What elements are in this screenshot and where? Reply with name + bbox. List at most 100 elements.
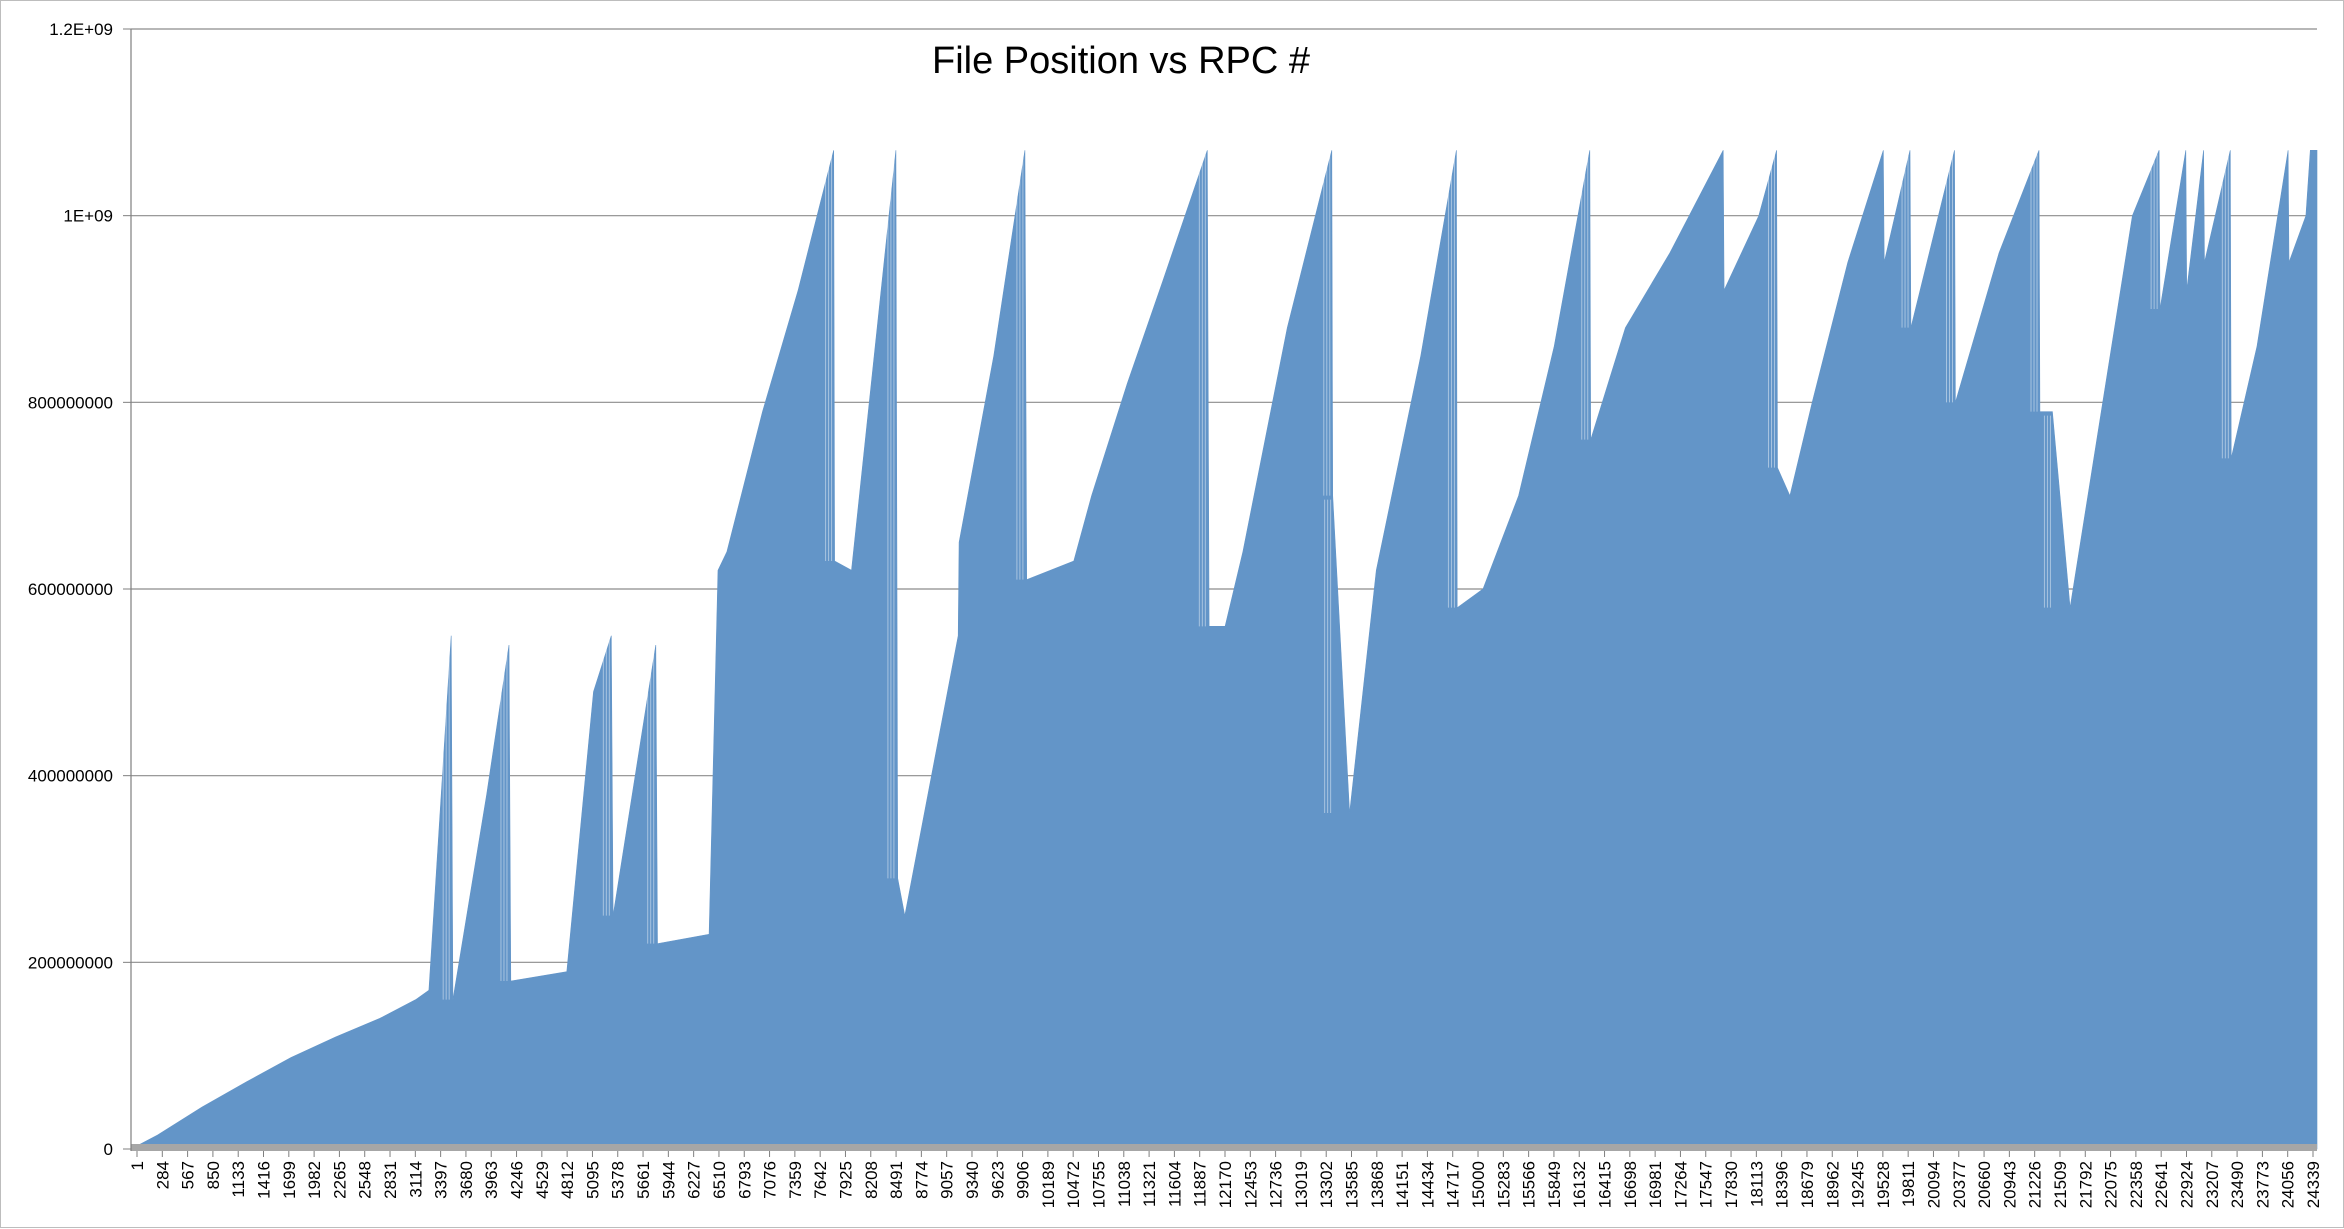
x-tick-label: 2265 bbox=[330, 1161, 349, 1199]
x-tick-label: 15283 bbox=[1494, 1161, 1513, 1208]
x-tick-label: 16698 bbox=[1621, 1161, 1640, 1208]
x-tick-label: 22358 bbox=[2127, 1161, 2146, 1208]
x-tick-label: 18679 bbox=[1798, 1161, 1817, 1208]
y-tick-label: 1E+09 bbox=[63, 207, 113, 226]
x-axis-baseline bbox=[131, 1144, 2317, 1151]
x-tick-label: 6227 bbox=[685, 1161, 704, 1199]
x-tick-label: 4812 bbox=[558, 1161, 577, 1199]
x-tick-label: 10755 bbox=[1090, 1161, 1109, 1208]
x-tick-label: 15849 bbox=[1545, 1161, 1564, 1208]
x-tick-label: 11887 bbox=[1191, 1161, 1210, 1207]
x-tick-label: 9057 bbox=[938, 1161, 957, 1199]
x-tick-label: 3114 bbox=[406, 1161, 425, 1198]
x-tick-label: 7642 bbox=[811, 1161, 830, 1199]
x-tick-label: 19245 bbox=[1849, 1161, 1868, 1208]
x-tick-label: 6793 bbox=[735, 1161, 754, 1199]
x-tick-label: 21792 bbox=[2076, 1161, 2095, 1208]
bar-series bbox=[130, 150, 2318, 1150]
x-tick-label: 9340 bbox=[963, 1161, 982, 1199]
bar-series-fill bbox=[130, 150, 2318, 1150]
x-tick-label: 567 bbox=[179, 1161, 198, 1189]
x-tick-label: 14434 bbox=[1418, 1161, 1437, 1208]
x-tick-label: 18962 bbox=[1823, 1161, 1842, 1208]
x-tick-label: 14151 bbox=[1393, 1161, 1412, 1208]
x-tick-label: 17264 bbox=[1671, 1161, 1690, 1208]
x-axis-ticks: 1 284 567 850 1133 1416 1699 1982 2265 2548 2831 31… bbox=[128, 1161, 2323, 1208]
y-tick-label: 1.2E+09 bbox=[49, 20, 113, 39]
x-tick-label: 8491 bbox=[887, 1161, 906, 1199]
x-tick-label: 5378 bbox=[609, 1161, 628, 1199]
x-tick-label: 13019 bbox=[1292, 1161, 1311, 1208]
x-tick-label: 10472 bbox=[1064, 1161, 1083, 1208]
x-tick-label: 22924 bbox=[2178, 1161, 2197, 1208]
y-axis-ticks: 0 200000000 400000000 600000000 800000000 1E+… bbox=[28, 20, 113, 1159]
axes bbox=[123, 28, 2317, 1157]
x-tick-label: 24056 bbox=[2279, 1161, 2298, 1208]
x-tick-label: 1 bbox=[128, 1161, 147, 1170]
x-tick-label: 1699 bbox=[280, 1161, 299, 1199]
x-tick-label: 20943 bbox=[2000, 1161, 2019, 1208]
x-tick-label: 12170 bbox=[1216, 1161, 1235, 1208]
y-tick-label: 400000000 bbox=[28, 767, 113, 786]
x-tick-label: 12736 bbox=[1267, 1161, 1286, 1208]
x-tick-label: 284 bbox=[153, 1161, 172, 1189]
x-tick-label: 20660 bbox=[1975, 1161, 1994, 1208]
x-tick-label: 3680 bbox=[457, 1161, 476, 1199]
x-tick-label: 10189 bbox=[1039, 1161, 1058, 1208]
x-tick-label: 9623 bbox=[988, 1161, 1007, 1199]
x-tick-label: 1133 bbox=[229, 1161, 248, 1198]
x-tick-label: 1982 bbox=[305, 1161, 324, 1199]
bar-gaps bbox=[442, 154, 2229, 1000]
x-tick-label: 17830 bbox=[1722, 1161, 1741, 1208]
x-tick-label: 4246 bbox=[508, 1161, 527, 1199]
x-tick-label: 9906 bbox=[1014, 1161, 1033, 1199]
x-tick-label: 21226 bbox=[2026, 1161, 2045, 1208]
x-tick-label: 16132 bbox=[1570, 1161, 1589, 1208]
x-tick-label: 18396 bbox=[1773, 1161, 1792, 1208]
x-tick-label: 23773 bbox=[2253, 1161, 2272, 1208]
x-tick-label: 15566 bbox=[1520, 1161, 1539, 1208]
x-tick-label: 20377 bbox=[1950, 1161, 1969, 1208]
x-tick-label: 21509 bbox=[2051, 1161, 2070, 1208]
x-tick-label: 16415 bbox=[1596, 1161, 1615, 1208]
x-tick-label: 18113 bbox=[1747, 1161, 1766, 1207]
x-tick-label: 23207 bbox=[2203, 1161, 2222, 1208]
y-tick-label: 200000000 bbox=[28, 953, 113, 972]
x-tick-label: 1416 bbox=[255, 1161, 274, 1199]
x-tick-label: 13585 bbox=[1343, 1161, 1362, 1208]
x-tick-label: 20094 bbox=[1925, 1161, 1944, 1208]
y-tick-label: 0 bbox=[104, 1140, 113, 1159]
x-tick-label: 850 bbox=[204, 1161, 223, 1189]
x-tick-label: 2548 bbox=[356, 1161, 375, 1199]
chart-title: File Position vs RPC # bbox=[932, 40, 1310, 82]
x-tick-label: 5095 bbox=[583, 1161, 602, 1199]
x-tick-label: 3397 bbox=[432, 1161, 451, 1199]
x-tick-label: 19811 bbox=[1899, 1161, 1918, 1207]
x-tick-label: 11038 bbox=[1115, 1161, 1134, 1207]
x-tick-label: 11321 bbox=[1140, 1161, 1159, 1207]
x-tick-label: 14717 bbox=[1444, 1161, 1463, 1208]
x-tick-label: 22641 bbox=[2152, 1161, 2171, 1208]
x-tick-label: 7359 bbox=[786, 1161, 805, 1199]
x-tick-label: 19528 bbox=[1874, 1161, 1893, 1208]
x-tick-label: 5661 bbox=[634, 1161, 653, 1199]
x-tick-label: 5944 bbox=[659, 1161, 678, 1199]
x-tick-label: 4529 bbox=[533, 1161, 552, 1199]
x-tick-label: 23490 bbox=[2228, 1161, 2247, 1208]
y-tick-label: 600000000 bbox=[28, 580, 113, 599]
x-tick-label: 6510 bbox=[710, 1161, 729, 1199]
x-tick-label: 17547 bbox=[1697, 1161, 1716, 1208]
x-tick-label: 13302 bbox=[1317, 1161, 1336, 1208]
x-tick-label: 13868 bbox=[1368, 1161, 1387, 1208]
x-tick-label: 3963 bbox=[482, 1161, 501, 1199]
x-tick-label: 8774 bbox=[912, 1161, 931, 1199]
x-tick-label: 12453 bbox=[1241, 1161, 1260, 1208]
x-tick-label: 24339 bbox=[2304, 1161, 2323, 1208]
x-tick-label: 22075 bbox=[2102, 1161, 2121, 1208]
x-tick-label: 2831 bbox=[381, 1161, 400, 1199]
x-tick-label: 7925 bbox=[837, 1161, 856, 1199]
x-tick-label: 11604 bbox=[1165, 1161, 1184, 1207]
x-tick-label: 8208 bbox=[862, 1161, 881, 1199]
